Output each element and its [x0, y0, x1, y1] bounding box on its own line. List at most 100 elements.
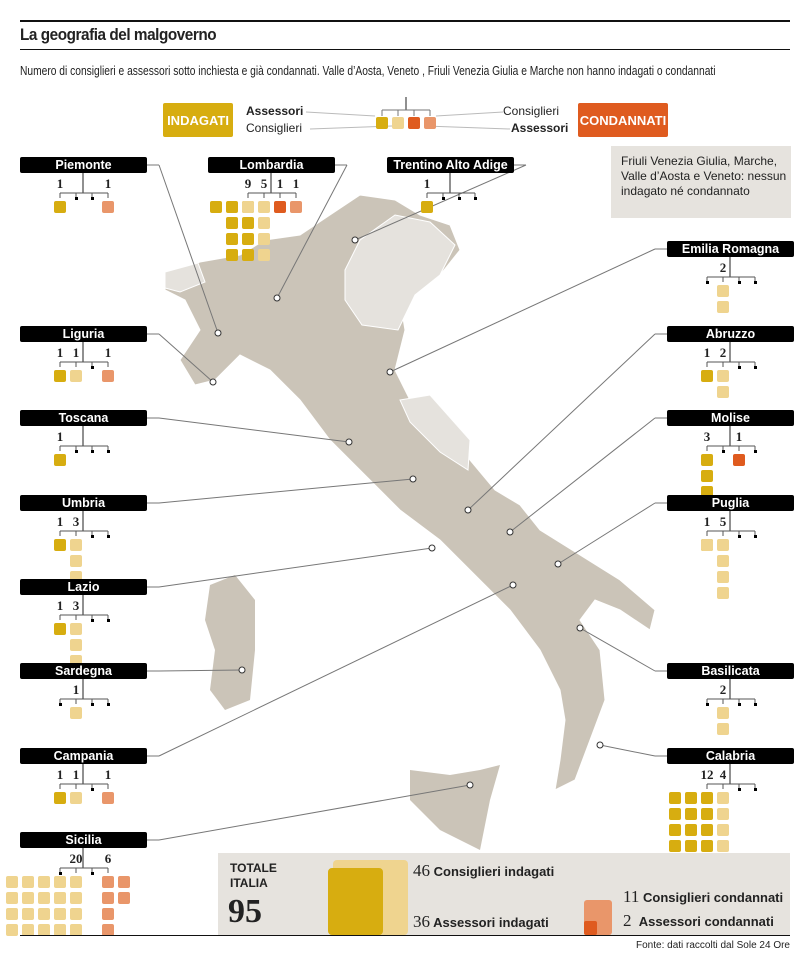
- count-label: 1: [72, 682, 80, 697]
- count-square: [54, 539, 66, 551]
- count-label: 9: [244, 176, 252, 191]
- count-square: [210, 201, 222, 213]
- leader-line: [467, 333, 656, 511]
- source-note: Fonte: dati raccolti dal Sole 24 Ore: [636, 940, 790, 951]
- count-square: [102, 370, 114, 382]
- empty-marker: [753, 450, 757, 453]
- count-label: 1: [104, 345, 112, 360]
- count-square: [717, 792, 729, 804]
- legend-square: [392, 117, 404, 129]
- consiglieri-condannati-count: 11: [623, 887, 640, 906]
- legend-square: [376, 117, 388, 129]
- region-marker: [464, 506, 472, 514]
- count-square: [421, 201, 433, 213]
- assessori-condannati-label: Assessori condannati: [638, 914, 774, 929]
- count-square: [70, 555, 82, 567]
- count-label: 5: [719, 514, 727, 529]
- count-square: [22, 892, 34, 904]
- leader-line: [354, 164, 527, 241]
- count-square: [669, 824, 681, 836]
- empty-marker: [106, 450, 110, 453]
- sardegna-island: [205, 575, 255, 710]
- region-marche: [399, 394, 471, 471]
- count-square: [669, 808, 681, 820]
- count-square: [717, 707, 729, 719]
- leader-line: [599, 744, 656, 757]
- count-label: 12: [700, 767, 714, 782]
- count-square: [717, 539, 729, 551]
- count-square: [701, 840, 713, 852]
- count-label: 1: [72, 767, 80, 782]
- count-label: 3: [72, 514, 80, 529]
- region-marker: [238, 666, 246, 674]
- count-square: [701, 808, 713, 820]
- note-box: Friuli Venezia Giulia, Marche, Valle d’A…: [611, 146, 791, 218]
- count-square: [118, 892, 130, 904]
- empty-marker: [106, 535, 110, 538]
- count-square: [258, 201, 270, 213]
- title-rule: [20, 49, 790, 50]
- empty-marker: [705, 281, 709, 284]
- sicilia-island: [410, 765, 500, 850]
- count-label: 1: [276, 176, 284, 191]
- legend-dots: [424, 125, 511, 130]
- count-square: [70, 792, 82, 804]
- count-square: [6, 892, 18, 904]
- region-valle-aosta: [164, 262, 206, 293]
- consiglieri-indagati-count: 46: [413, 861, 430, 880]
- page-title: La geografia del malgoverno: [20, 25, 217, 44]
- empty-marker: [457, 197, 461, 200]
- count-square: [6, 908, 18, 920]
- empty-marker: [74, 197, 78, 200]
- region-marker: [576, 624, 584, 632]
- assessori-condannati-count: 2: [623, 911, 632, 930]
- count-square: [717, 285, 729, 297]
- region-marker: [351, 236, 359, 244]
- region-marker: [554, 560, 562, 568]
- count-square: [22, 908, 34, 920]
- count-square: [102, 908, 114, 920]
- count-square: [118, 876, 130, 888]
- leader-line: [158, 478, 414, 504]
- count-square: [226, 233, 238, 245]
- count-square: [38, 892, 50, 904]
- region-marker: [506, 528, 514, 536]
- leader-line: [158, 584, 514, 757]
- count-label: 1: [703, 514, 711, 529]
- empty-marker: [737, 281, 741, 284]
- count-square: [258, 217, 270, 229]
- count-label: 1: [56, 429, 64, 444]
- region-marker: [409, 475, 417, 483]
- assessori-indagati-square: [328, 868, 383, 935]
- count-square: [102, 876, 114, 888]
- count-label: 6: [104, 851, 112, 866]
- count-square: [274, 201, 286, 213]
- legend-square: [408, 117, 420, 129]
- count-square: [38, 924, 50, 936]
- region-label: Lombardia: [208, 157, 335, 173]
- count-square: [54, 623, 66, 635]
- count-square: [70, 623, 82, 635]
- count-square: [701, 370, 713, 382]
- totale-italia-box: TOTALE ITALIA 95 46 Consiglieri indagati…: [218, 853, 790, 935]
- count-square: [290, 201, 302, 213]
- region-marker: [466, 781, 474, 789]
- count-square: [6, 876, 18, 888]
- legend-dots: [305, 111, 376, 117]
- count-label: 1: [56, 514, 64, 529]
- empty-marker: [737, 366, 741, 369]
- empty-marker: [90, 703, 94, 706]
- count-label: 1: [104, 767, 112, 782]
- count-square: [70, 707, 82, 719]
- region-label: Calabria: [667, 748, 794, 764]
- region-marker: [209, 378, 217, 386]
- leader-line: [158, 784, 471, 841]
- count-square: [6, 924, 18, 936]
- count-square: [717, 723, 729, 735]
- region-label: Campania: [20, 748, 147, 764]
- bottom-rule: [20, 935, 790, 936]
- count-square: [701, 539, 713, 551]
- count-label: 2: [719, 345, 727, 360]
- assessori-indagati-count: 36: [413, 912, 430, 931]
- count-label: 1: [56, 767, 64, 782]
